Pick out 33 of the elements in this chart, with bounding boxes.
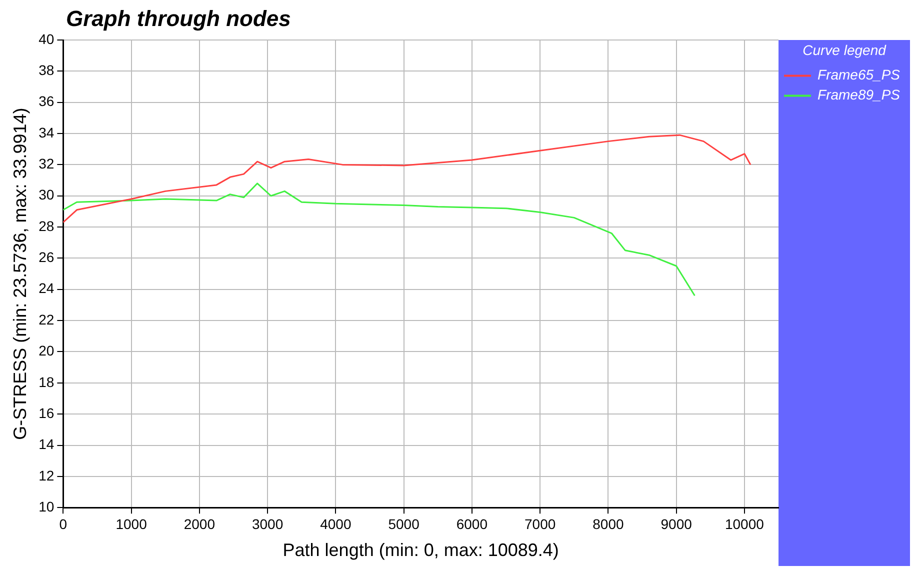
y-tick-label: 32	[38, 156, 54, 172]
y-tick-label: 22	[38, 311, 54, 328]
x-tick-label: 8000	[592, 516, 624, 532]
x-tick-label: 10000	[724, 516, 764, 532]
x-tick-label: 4000	[320, 516, 352, 532]
y-tick-label: 12	[38, 467, 54, 484]
y-tick-label: 18	[38, 374, 54, 390]
x-tick-label: 2000	[184, 516, 216, 532]
x-axis-title: Path length (min: 0, max: 10089.4)	[282, 540, 559, 560]
y-tick-label: 40	[38, 30, 54, 47]
x-tick-label: 7000	[524, 516, 556, 532]
chart-title: Graph through nodes	[66, 6, 291, 32]
y-tick-label: 34	[38, 124, 54, 140]
x-tick-label: 6000	[456, 516, 488, 532]
legend-label: Frame65_PS	[818, 66, 901, 83]
y-axis-title: G-STRESS (min: 23.5736, max: 33.9914)	[10, 108, 30, 440]
legend-title: Curve legend	[802, 42, 888, 58]
x-tick-label: 3000	[252, 516, 284, 532]
y-tick-label: 10	[38, 498, 54, 514]
y-tick-label: 36	[38, 93, 54, 110]
y-tick-label: 24	[38, 280, 54, 296]
y-tick-label: 28	[38, 218, 54, 234]
x-tick-label: 9000	[660, 516, 692, 532]
y-tick-label: 30	[38, 186, 54, 203]
y-tick-label: 14	[38, 436, 54, 452]
y-tick-label: 16	[38, 404, 54, 421]
x-tick-label: 0	[59, 516, 68, 532]
x-tick-label: 5000	[388, 516, 420, 532]
y-tick-label: 38	[38, 62, 54, 78]
y-tick-label: 26	[38, 249, 54, 266]
y-tick-label: 20	[38, 342, 54, 359]
x-tick-label: 1000	[116, 516, 148, 532]
legend-label: Frame89_PS	[818, 86, 901, 103]
